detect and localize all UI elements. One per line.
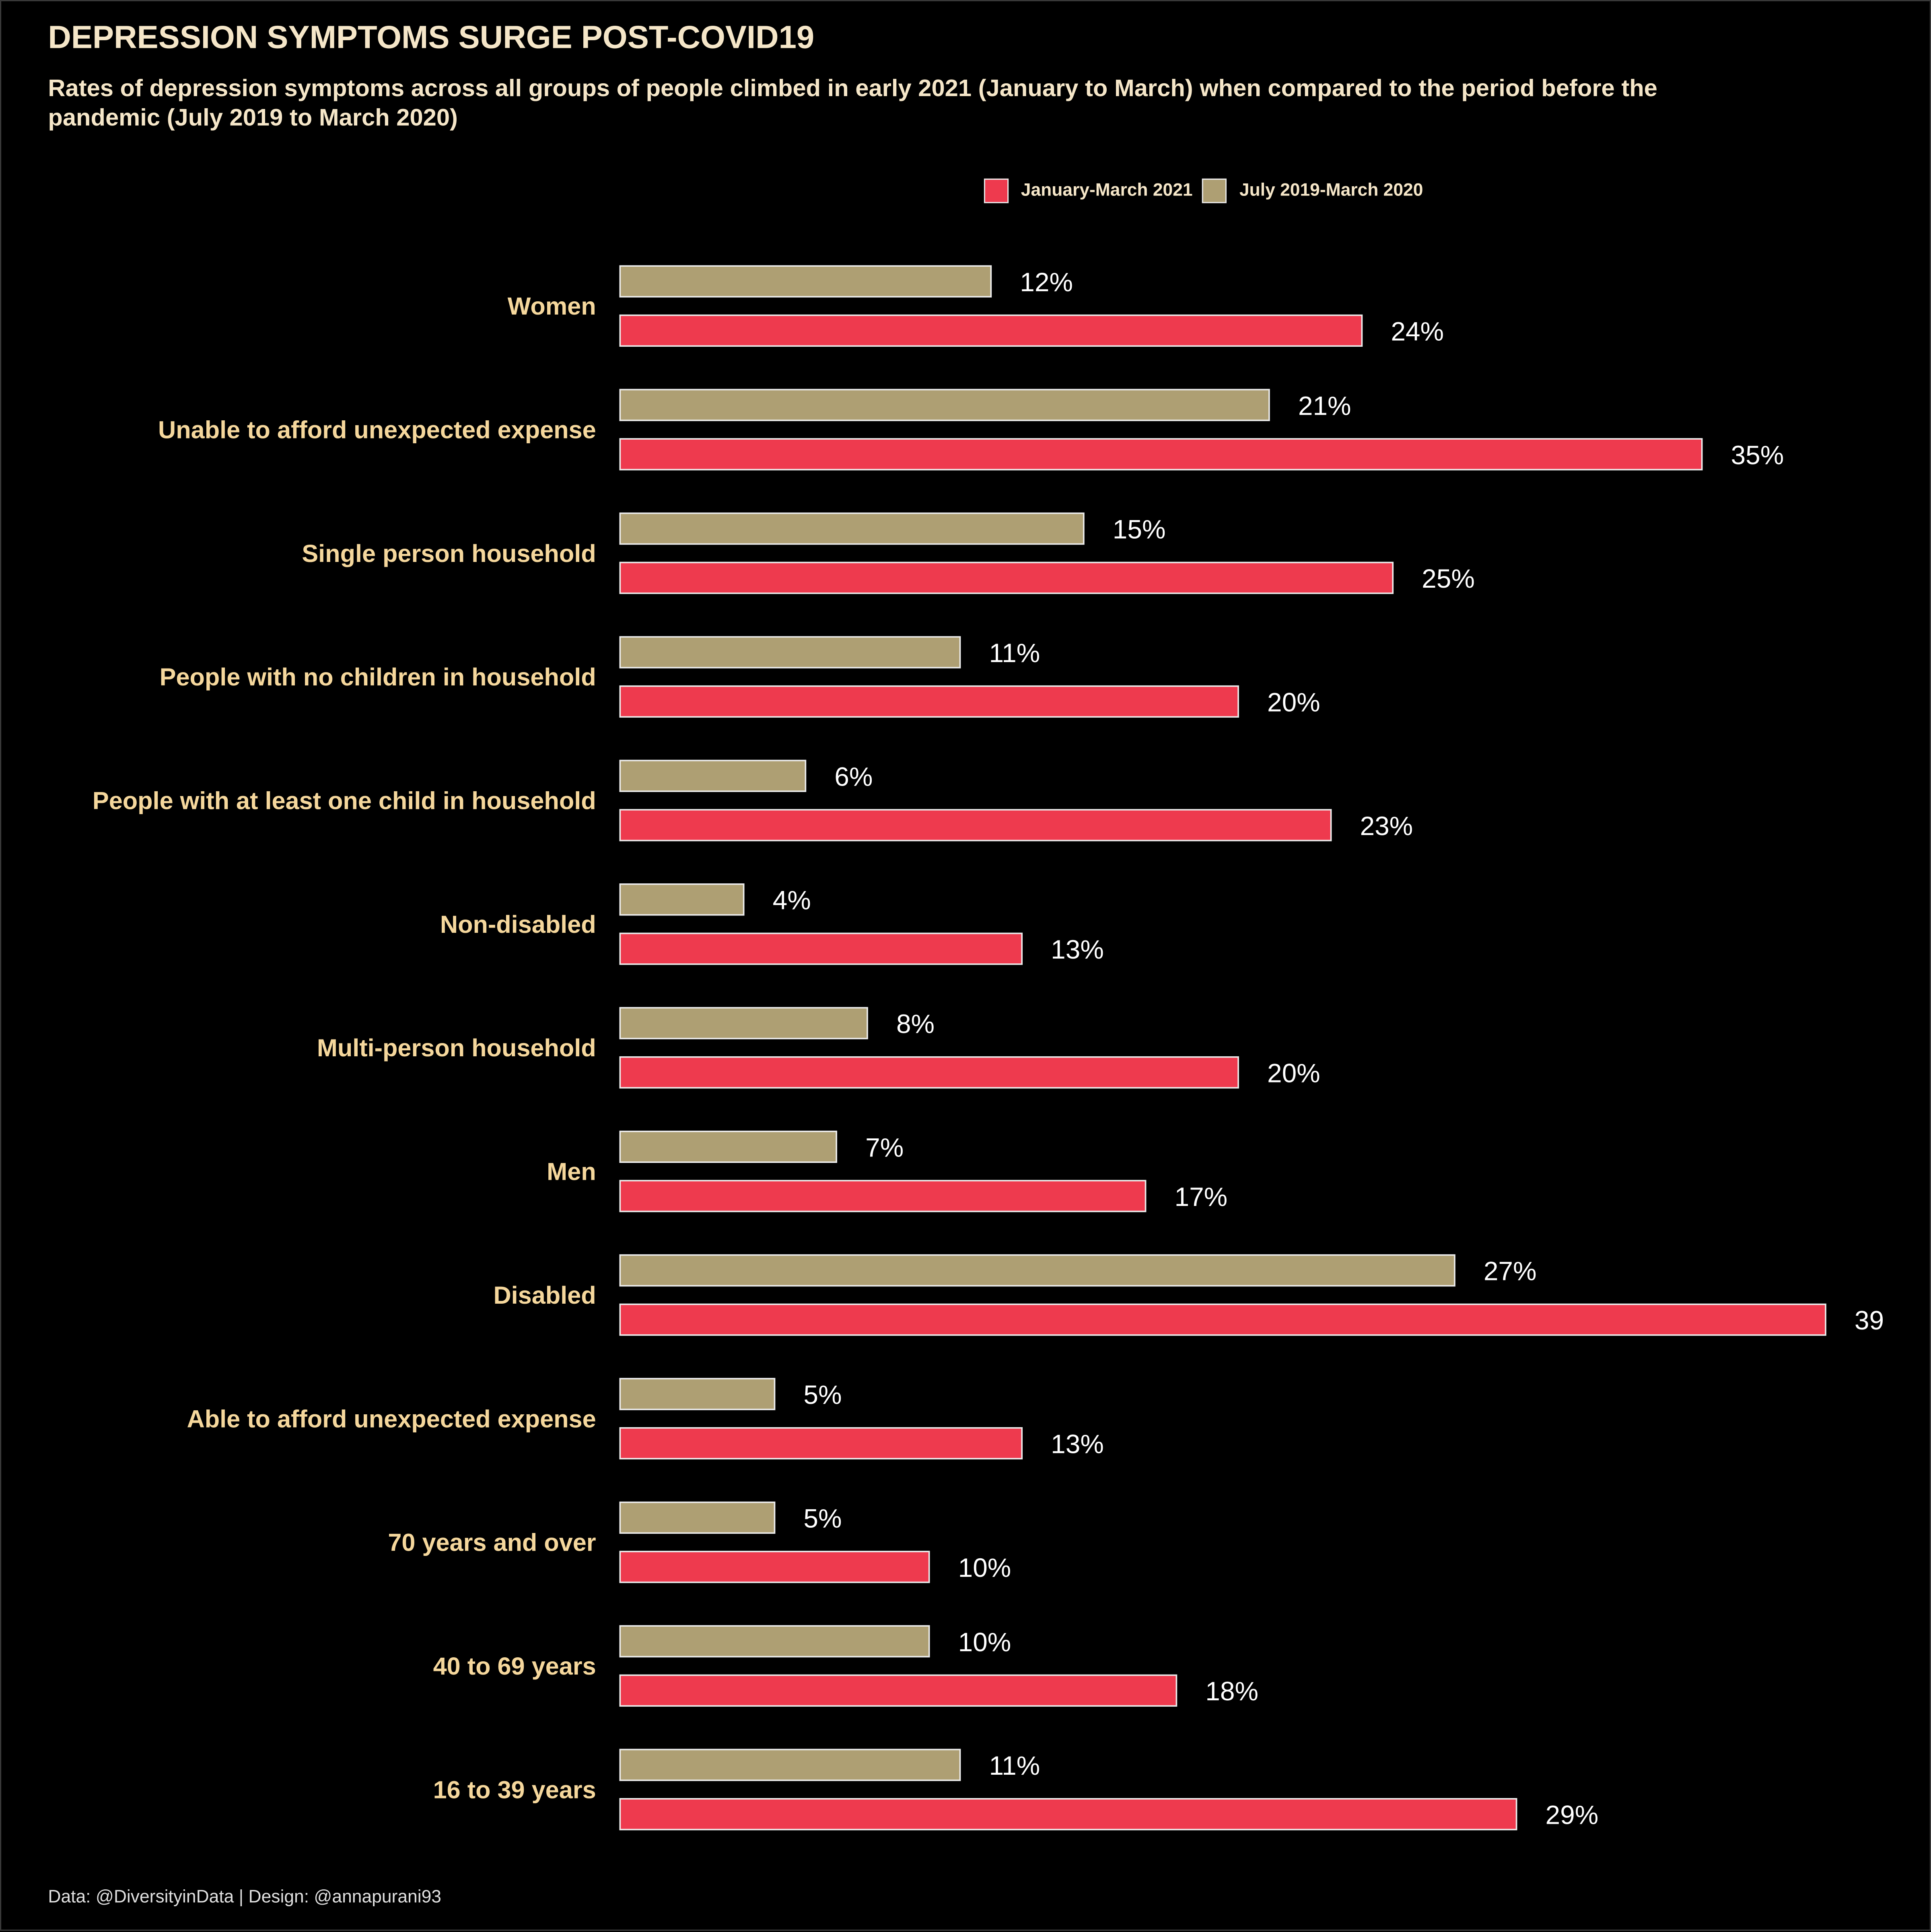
bar-jan-mar-2021 <box>619 438 1703 471</box>
value-label-jan-mar-2021: 13% <box>1051 1429 1104 1459</box>
category-group-able-to-afford-unexpected-expense: Able to afford unexpected expense 5% 13% <box>187 1378 1104 1460</box>
category-group-women: Women 12% 24% <box>508 265 1444 347</box>
value-label-jan-mar-2021: 24% <box>1391 316 1444 346</box>
category-group-people-with-no-children-in-household: People with no children in household 11% 2… <box>160 636 1320 718</box>
bar-jan-mar-2021 <box>619 1798 1517 1831</box>
value-label-jul2019-mar2020: 11% <box>989 1751 1040 1780</box>
value-label-jul2019-mar2020: 6% <box>834 761 873 791</box>
category-label: Able to afford unexpected expense <box>187 1405 596 1432</box>
bar-jul2019-mar2020 <box>619 1501 776 1534</box>
value-label-jan-mar-2021: 17% <box>1174 1182 1227 1212</box>
legend-swatch-jul2019-mar2020 <box>1202 178 1227 204</box>
bar-jan-mar-2021 <box>619 1056 1239 1089</box>
category-group-40-to-69-years: 40 to 69 years 10% 18% <box>433 1625 1258 1707</box>
category-label: 40 to 69 years <box>433 1652 596 1680</box>
bar-jul2019-mar2020 <box>619 1130 838 1163</box>
value-label-jan-mar-2021: 39 <box>1855 1305 1884 1335</box>
category-label: Men <box>547 1158 596 1185</box>
category-label: Disabled <box>493 1282 596 1309</box>
value-label-jan-mar-2021: 20% <box>1267 687 1320 717</box>
legend-label-jan-mar-2021: January-March 2021 <box>1021 181 1193 201</box>
category-label: People with at least one child in househ… <box>93 787 596 815</box>
bar-jul2019-mar2020 <box>619 389 1270 421</box>
value-label-jul2019-mar2020: 4% <box>773 885 811 915</box>
bar-jan-mar-2021 <box>619 1303 1826 1336</box>
value-label-jul2019-mar2020: 8% <box>896 1009 935 1039</box>
category-label: Multi-person household <box>317 1034 596 1062</box>
value-label-jan-mar-2021: 13% <box>1051 934 1104 964</box>
bar-jan-mar-2021 <box>619 314 1363 347</box>
bar-jan-mar-2021 <box>619 1427 1023 1460</box>
bar-jan-mar-2021 <box>619 1551 930 1583</box>
bar-jul2019-mar2020 <box>619 265 992 298</box>
category-label: Single person household <box>302 540 596 567</box>
value-label-jul2019-mar2020: 5% <box>803 1503 842 1533</box>
category-group-70-years-and-over: 70 years and over 5% 10% <box>388 1501 1011 1583</box>
value-label-jul2019-mar2020: 10% <box>958 1627 1011 1657</box>
bar-jul2019-mar2020 <box>619 1749 961 1781</box>
bar-jan-mar-2021 <box>619 562 1394 594</box>
chart-subtitle: Rates of depression symptoms across all … <box>48 75 1657 132</box>
category-group-people-with-at-least-one-child-in-household: People with at least one child in househ… <box>93 759 1413 842</box>
bar-jul2019-mar2020 <box>619 759 807 792</box>
legend-item-jan-mar-2021: January-March 2021 <box>984 178 1193 204</box>
bar-jul2019-mar2020 <box>619 1625 930 1658</box>
source-caption: Data: @DiversityinData | Design: @annapu… <box>48 1887 441 1907</box>
bar-jul2019-mar2020 <box>619 1254 1455 1287</box>
value-label-jul2019-mar2020: 7% <box>865 1132 904 1162</box>
value-label-jul2019-mar2020: 11% <box>989 638 1040 668</box>
value-label-jul2019-mar2020: 15% <box>1113 514 1166 544</box>
value-label-jan-mar-2021: 29% <box>1546 1800 1599 1830</box>
category-label: 70 years and over <box>388 1529 596 1556</box>
bar-jan-mar-2021 <box>619 932 1023 965</box>
value-label-jan-mar-2021: 23% <box>1360 811 1413 841</box>
category-label: Non-disabled <box>440 911 596 938</box>
legend-label-jul2019-mar2020: July 2019-March 2020 <box>1239 181 1423 201</box>
value-label-jan-mar-2021: 35% <box>1731 440 1784 470</box>
bar-jul2019-mar2020 <box>619 883 745 916</box>
category-group-men: Men 7% 17% <box>547 1130 1227 1212</box>
value-label-jul2019-mar2020: 21% <box>1298 391 1351 420</box>
category-group-single-person-household: Single person household 15% 25% <box>302 512 1475 594</box>
bar-jul2019-mar2020 <box>619 636 961 669</box>
legend: January-March 2021 July 2019-March 2020 <box>984 176 1433 206</box>
value-label-jan-mar-2021: 18% <box>1205 1676 1258 1706</box>
value-label-jan-mar-2021: 25% <box>1422 564 1475 593</box>
legend-swatch-jan-mar-2021 <box>984 178 1009 204</box>
bar-jan-mar-2021 <box>619 1180 1147 1212</box>
bar-jan-mar-2021 <box>619 809 1332 842</box>
value-label-jul2019-mar2020: 12% <box>1020 267 1073 297</box>
value-label-jan-mar-2021: 20% <box>1267 1058 1320 1088</box>
category-label: Women <box>508 292 596 320</box>
category-group-multi-person-household: Multi-person household 8% 20% <box>317 1007 1320 1089</box>
category-label: Unable to afford unexpected expense <box>158 416 596 443</box>
bar-jul2019-mar2020 <box>619 1007 868 1039</box>
category-label: People with no children in household <box>160 663 596 691</box>
category-group-disabled: Disabled 27% 39 <box>493 1254 1884 1336</box>
bar-jan-mar-2021 <box>619 685 1239 718</box>
category-group-unable-to-afford-unexpected-expense: Unable to afford unexpected expense 21% 35… <box>158 389 1784 471</box>
value-label-jul2019-mar2020: 5% <box>803 1380 842 1409</box>
category-group-16-to-39-years: 16 to 39 years 11% 29% <box>433 1749 1599 1831</box>
value-label-jul2019-mar2020: 27% <box>1484 1256 1537 1286</box>
bar-jul2019-mar2020 <box>619 512 1085 545</box>
category-group-non-disabled: Non-disabled 4% 13% <box>440 883 1104 965</box>
category-label: 16 to 39 years <box>433 1776 596 1803</box>
value-label-jan-mar-2021: 10% <box>958 1553 1011 1582</box>
bar-jan-mar-2021 <box>619 1674 1178 1707</box>
chart-title: DEPRESSION SYMPTOMS SURGE POST-COVID19 <box>48 18 815 56</box>
legend-item-jul2019-mar2020: July 2019-March 2020 <box>1202 178 1423 204</box>
bar-jul2019-mar2020 <box>619 1378 776 1410</box>
